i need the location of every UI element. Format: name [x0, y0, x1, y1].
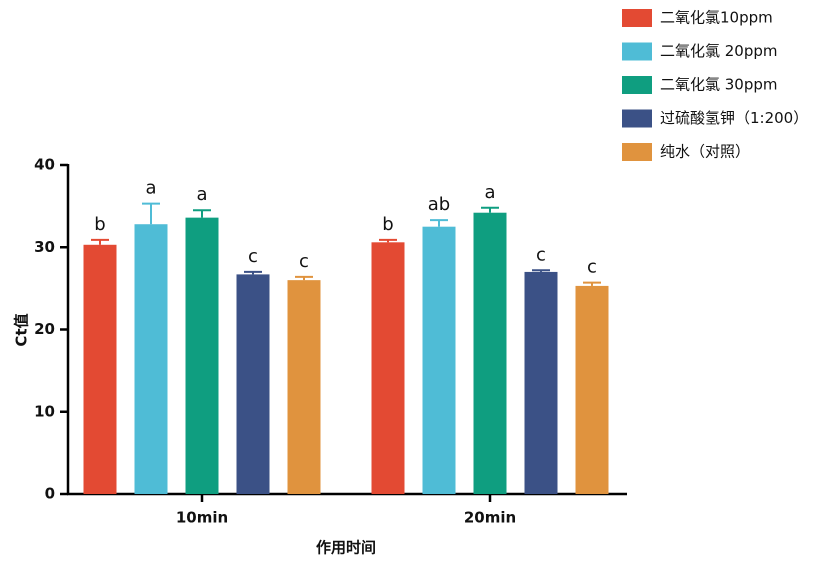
y-tick-label: 10 [34, 402, 55, 420]
legend-label: 二氧化氯 30ppm [660, 76, 778, 94]
legend-swatch [622, 9, 652, 27]
x-axis-label: 作用时间 [316, 539, 376, 557]
significance-label: ab [428, 194, 450, 215]
significance-label: c [536, 244, 546, 265]
y-tick-label: 30 [34, 238, 55, 256]
legend-swatch [622, 42, 652, 61]
bar [185, 217, 219, 494]
significance-label: a [484, 182, 495, 203]
significance-label: c [587, 257, 597, 278]
bar [371, 242, 405, 494]
significance-label: b [382, 214, 393, 235]
significance-label: a [145, 178, 156, 199]
bar [287, 280, 321, 494]
legend-swatch [622, 109, 652, 128]
legend-swatch [622, 143, 652, 161]
y-tick-label: 0 [45, 485, 55, 503]
x-tick-label: 20min [464, 509, 516, 527]
legend-swatch [622, 76, 652, 94]
y-tick-label: 40 [34, 156, 55, 174]
bar [473, 212, 507, 494]
bar [83, 244, 117, 494]
bar [422, 226, 456, 494]
bar [134, 224, 168, 494]
significance-label: c [248, 246, 258, 267]
legend-label: 纯水（对照） [660, 143, 750, 161]
y-axis-label: Ct值 [13, 313, 31, 346]
x-tick-label: 10min [176, 509, 228, 527]
significance-label: c [299, 251, 309, 272]
bar [236, 274, 270, 494]
legend-label: 二氧化氯 20ppm [660, 42, 778, 60]
significance-label: a [196, 184, 207, 205]
bar [524, 271, 558, 494]
y-tick-label: 20 [34, 320, 55, 338]
bar [575, 285, 609, 494]
legend-label: 过硫酸氢钾（1:200） [660, 109, 808, 127]
legend-label: 二氧化氯10ppm [660, 9, 773, 27]
significance-label: b [94, 214, 105, 235]
